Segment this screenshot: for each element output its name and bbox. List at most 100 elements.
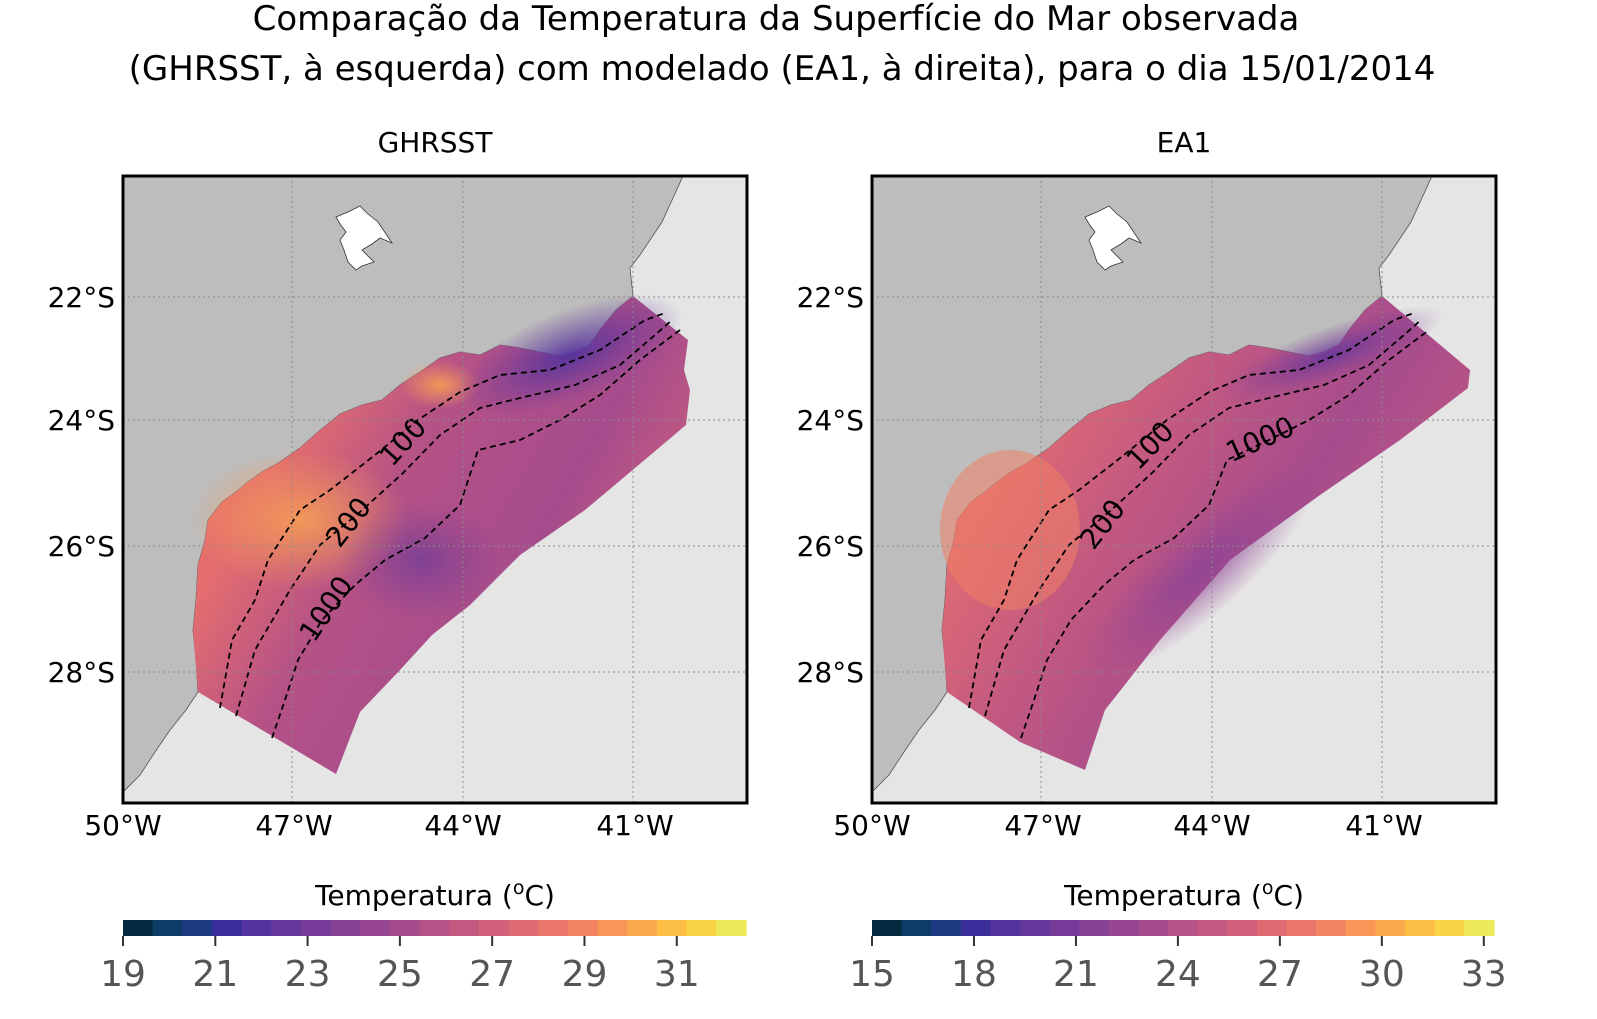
lon-tick-label: 44°W	[1173, 809, 1250, 842]
colorbar-swatch	[212, 920, 243, 936]
lat-tick-label: 28°S	[48, 656, 115, 689]
lon-tick-label: 41°W	[596, 809, 673, 842]
map-frame	[121, 174, 749, 805]
map-panel-ghrsst: GHRSST 100 200 1000	[48, 126, 749, 995]
colorbar-swatch	[1108, 920, 1140, 936]
isobath-200	[984, 319, 1422, 717]
lat-tick-label: 26°S	[797, 530, 864, 563]
colorbar-tick-label: 31	[654, 954, 700, 995]
lat-tick-label: 24°S	[797, 404, 864, 437]
cool-anomaly	[1084, 464, 1316, 676]
colorbar-tick-label: 23	[285, 954, 331, 995]
colorbar-ticks: 15 18 21 24 27 30 33	[849, 936, 1507, 995]
colorbar-swatch	[1464, 920, 1495, 936]
colorbar-tick-label: 30	[1359, 954, 1405, 995]
colorbar-tick-label: 25	[377, 954, 423, 995]
colorbar-swatch	[1168, 920, 1199, 936]
reservoir-outline	[335, 205, 394, 271]
graticule	[123, 176, 747, 803]
warm-anomaly	[940, 450, 1080, 610]
colorbar-swatch	[152, 920, 183, 936]
colorbar-ticks: 19 21 23 25 27 29 31	[100, 936, 700, 995]
colorbar-tick-label: 27	[1257, 954, 1303, 995]
colorbar-swatch	[901, 920, 932, 936]
colorbar-swatch	[330, 920, 361, 936]
colorbar-tick-label: 21	[1053, 954, 1099, 995]
colorbar-swatch	[449, 920, 480, 936]
colorbar-swatch	[508, 920, 539, 936]
colorbar-swatch	[1197, 920, 1229, 936]
lon-tick-label: 47°W	[255, 809, 332, 842]
colorbar-swatch	[360, 920, 391, 936]
figure-title-line1: Comparação da Temperatura da Superfície …	[253, 0, 1300, 39]
lat-tick-label: 22°S	[48, 281, 115, 314]
colorbar-tick-label: 33	[1461, 954, 1507, 995]
colorbar-swatch	[686, 920, 717, 936]
graticule	[872, 176, 1496, 803]
cool-anomaly	[457, 293, 683, 417]
lat-tick-label: 28°S	[797, 656, 864, 689]
colorbar-swatch	[1049, 920, 1080, 936]
colorbar-tick-label: 29	[562, 954, 608, 995]
colorbar-swatch	[1345, 920, 1377, 936]
colorbar-swatch	[241, 920, 272, 936]
colorbar-swatch	[1138, 920, 1169, 936]
colorbar-swatch	[568, 920, 599, 936]
colorbar-swatch	[1434, 920, 1465, 936]
cool-anomaly	[1216, 306, 1444, 404]
colorbar-swatch	[1405, 920, 1436, 936]
reservoir-outline	[1084, 205, 1143, 271]
colorbar-tick-label: 18	[951, 954, 997, 995]
colorbar-swatch	[1286, 920, 1317, 936]
lon-tick-label: 47°W	[1004, 809, 1081, 842]
colorbar-label: Temperatura (oC)	[314, 877, 555, 912]
lon-tick-label: 50°W	[833, 809, 910, 842]
colorbar: Temperatura (oC) 15 18 21 24 27 30 33	[849, 877, 1507, 995]
lat-tick-label: 24°S	[48, 404, 115, 437]
lat-tick-label: 22°S	[797, 281, 864, 314]
isobath-100	[968, 312, 1415, 709]
colorbar-tick-label: 21	[192, 954, 238, 995]
isobath-1000	[271, 329, 681, 739]
colorbar-swatch	[931, 920, 962, 936]
colorbar-swatch	[538, 920, 569, 936]
colorbar-swatch	[1227, 920, 1258, 936]
colorbar-swatch	[597, 920, 628, 936]
colorbar-tick-label: 24	[1155, 954, 1201, 995]
colorbar-swatch	[271, 920, 302, 936]
colorbar-swatch	[182, 920, 213, 936]
map-panel-ea1: EA1 100 200 1000	[797, 126, 1507, 995]
lon-tick-label: 41°W	[1345, 809, 1422, 842]
colorbar-swatch	[419, 920, 450, 936]
map-title: GHRSST	[378, 126, 494, 159]
colorbar-tick-label: 19	[100, 954, 146, 995]
colorbar-tick-label: 27	[469, 954, 515, 995]
colorbar-swatch	[479, 920, 510, 936]
isobath-1000	[1020, 329, 1430, 739]
lat-tick-label: 26°S	[48, 530, 115, 563]
colorbar: Temperatura (oC) 19 21 23 25 27 29 31	[100, 877, 747, 995]
lon-tick-label: 50°W	[84, 809, 161, 842]
colorbar-swatch	[1316, 920, 1347, 936]
colorbar-swatch	[1257, 920, 1288, 936]
colorbar-swatch	[960, 920, 992, 936]
figure-title-line2: (GHRSST, à esquerda) com modelado (EA1, …	[129, 49, 1436, 89]
colorbar-swatch	[657, 920, 688, 936]
colorbar-swatch	[1079, 920, 1110, 936]
colorbar-swatch	[1375, 920, 1406, 936]
lon-tick-label: 44°W	[424, 809, 501, 842]
map-title: EA1	[1157, 126, 1212, 159]
colorbar-swatch	[123, 920, 154, 936]
colorbar-swatch	[872, 920, 903, 936]
colorbar-swatch	[390, 920, 421, 936]
colorbar-swatch	[1020, 920, 1051, 936]
colorbar-swatches	[872, 920, 1495, 936]
map-frame	[870, 174, 1498, 805]
colorbar-swatch	[627, 920, 658, 936]
colorbar-swatch	[990, 920, 1021, 936]
isobath-100	[219, 312, 666, 709]
colorbar-label: Temperatura (oC)	[1063, 877, 1304, 912]
colorbar-swatches	[123, 920, 747, 936]
colorbar-tick-label: 15	[849, 954, 895, 995]
